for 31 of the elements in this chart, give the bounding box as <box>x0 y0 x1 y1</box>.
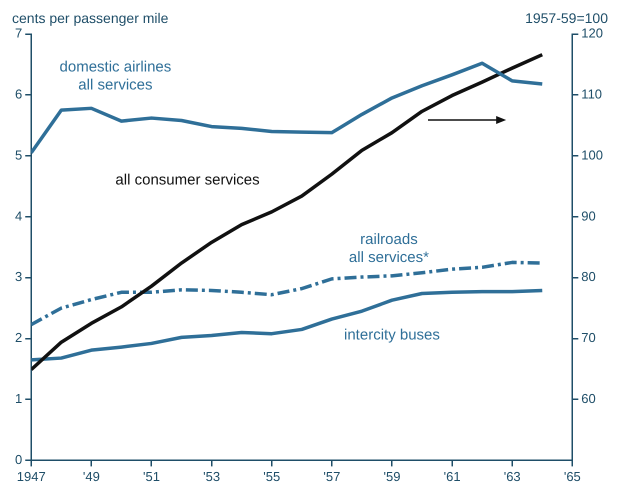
series-label: domestic airlines all services <box>60 58 172 94</box>
x-tick-label: '53 <box>203 468 220 484</box>
y2-tick-label: 80 <box>581 269 596 284</box>
x-tick-label: '57 <box>323 468 340 484</box>
y-tick-label: 6 <box>14 86 22 102</box>
y-axis-title: cents per passenger mile <box>12 10 169 26</box>
x-tick-label: '51 <box>142 468 160 484</box>
y2-axis-title: 1957-59=100 <box>525 10 608 26</box>
y2-tick-label: 120 <box>581 26 604 41</box>
y2-tick-label: 90 <box>581 208 596 224</box>
x-tick-label: '59 <box>383 468 400 484</box>
y-tick-label: 0 <box>14 452 22 467</box>
x-tick-label: '65 <box>564 468 581 484</box>
y-tick-label: 1 <box>14 391 22 406</box>
x-tick-label: '61 <box>444 468 461 484</box>
x-tick-label: 1947 <box>16 468 46 484</box>
x-tick-label: '49 <box>82 468 100 484</box>
x-tick-label: '55 <box>263 468 280 484</box>
x-tick-label: '63 <box>504 468 521 484</box>
y-tick-label: 5 <box>14 147 22 162</box>
series-label: all consumer services <box>115 171 260 188</box>
y-tick-label: 2 <box>14 330 22 346</box>
y2-tick-label: 70 <box>581 330 596 346</box>
y2-tick-label: 60 <box>581 391 596 406</box>
y2-tick-label: 110 <box>581 86 602 102</box>
series-label: railroads all services* <box>348 231 430 266</box>
y-tick-label: 7 <box>14 26 22 41</box>
y-tick-label: 4 <box>14 208 22 224</box>
y2-tick-label: 100 <box>581 147 604 162</box>
y-tick-label: 3 <box>14 269 22 284</box>
series-label: intercity buses <box>344 326 440 344</box>
